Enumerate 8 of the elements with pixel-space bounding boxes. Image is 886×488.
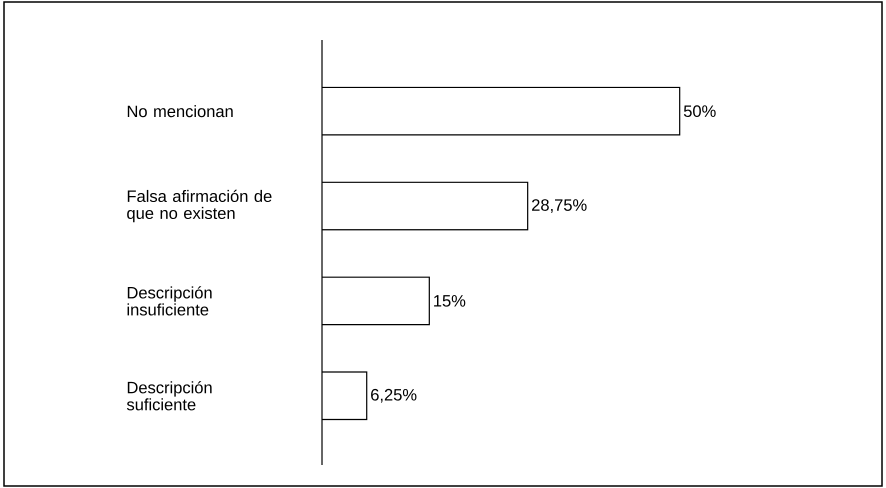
data-label: 15% xyxy=(434,295,466,307)
data-label: 6,25% xyxy=(371,388,416,403)
y-tick-label: No mencionan xyxy=(128,105,233,118)
y-tick-label: Descripción suficiente xyxy=(126,381,212,410)
data-label: 50% xyxy=(684,105,716,117)
y-tick-label: Falsa afirmación de que no existen xyxy=(127,190,272,222)
data-label: 28,75% xyxy=(532,199,587,213)
y-tick-label: Descripción insuficiente xyxy=(128,286,212,316)
